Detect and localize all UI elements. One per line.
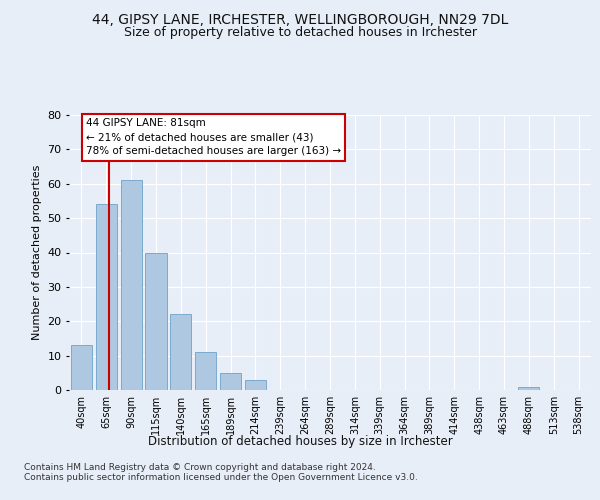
Bar [245,380,266,390]
Text: Distribution of detached houses by size in Irchester: Distribution of detached houses by size … [148,435,452,448]
Text: Size of property relative to detached houses in Irchester: Size of property relative to detached ho… [124,26,476,39]
Bar [195,352,216,390]
Y-axis label: Number of detached properties: Number of detached properties [32,165,41,340]
Bar [96,204,117,390]
Bar [145,252,167,390]
Text: Contains HM Land Registry data © Crown copyright and database right 2024.
Contai: Contains HM Land Registry data © Crown c… [24,462,418,482]
Bar [518,386,539,390]
Bar [220,373,241,390]
Text: 44, GIPSY LANE, IRCHESTER, WELLINGBOROUGH, NN29 7DL: 44, GIPSY LANE, IRCHESTER, WELLINGBOROUG… [92,12,508,26]
Bar [121,180,142,390]
Bar [71,346,92,390]
Bar [170,314,191,390]
Text: 44 GIPSY LANE: 81sqm
← 21% of detached houses are smaller (43)
78% of semi-detac: 44 GIPSY LANE: 81sqm ← 21% of detached h… [86,118,341,156]
